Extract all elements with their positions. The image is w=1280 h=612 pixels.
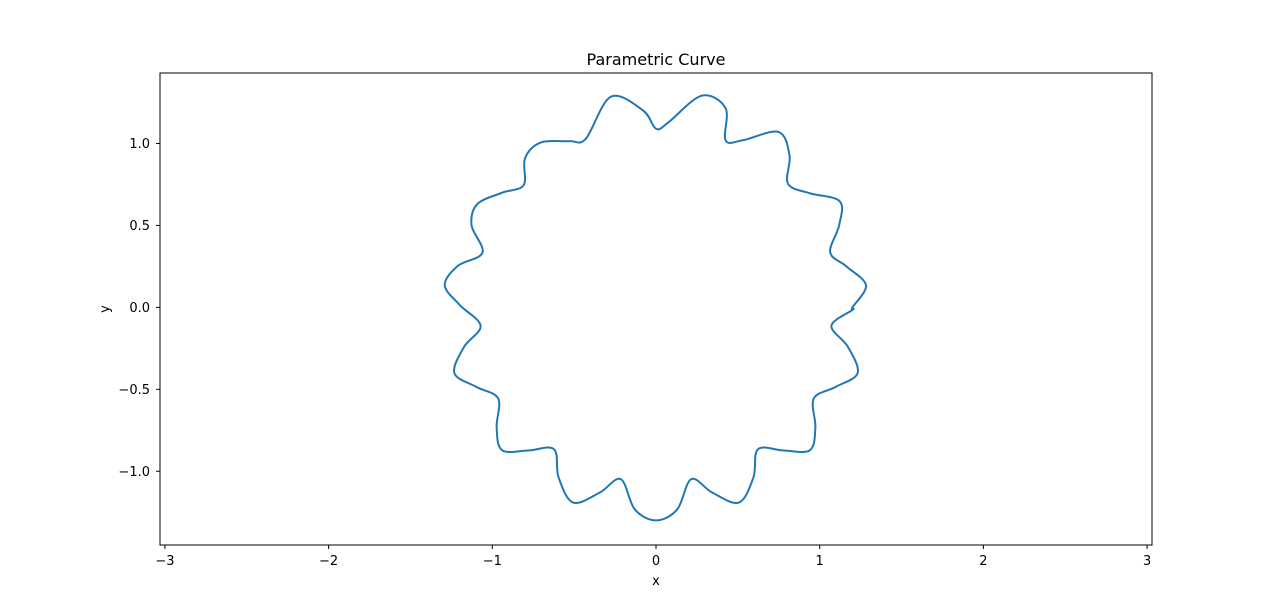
x-tick-label: 3 xyxy=(1143,554,1151,569)
y-tick-label: −1.0 xyxy=(118,465,150,480)
y-axis-label: y xyxy=(98,305,113,313)
x-tick-label: −1 xyxy=(483,554,502,569)
x-tick-label: 2 xyxy=(979,554,987,569)
y-tick-label: 0.0 xyxy=(129,301,150,316)
x-axis: −3 −2 −1 0 1 2 3 xyxy=(155,545,1151,569)
x-tick-label: 0 xyxy=(652,554,660,569)
y-axis: −1.0 −0.5 0.0 0.5 1.0 xyxy=(118,137,160,480)
x-tick-label: −2 xyxy=(319,554,338,569)
x-tick-label: 1 xyxy=(816,554,824,569)
series-line xyxy=(443,94,867,522)
y-tick-label: 0.5 xyxy=(129,219,150,234)
x-axis-label: x xyxy=(652,574,660,589)
chart-title: Parametric Curve xyxy=(587,50,726,69)
x-tick-label: −3 xyxy=(155,554,174,569)
y-tick-label: −0.5 xyxy=(118,383,150,398)
y-tick-label: 1.0 xyxy=(129,137,150,152)
curve-layer xyxy=(443,94,867,522)
plot-area xyxy=(160,73,1152,545)
